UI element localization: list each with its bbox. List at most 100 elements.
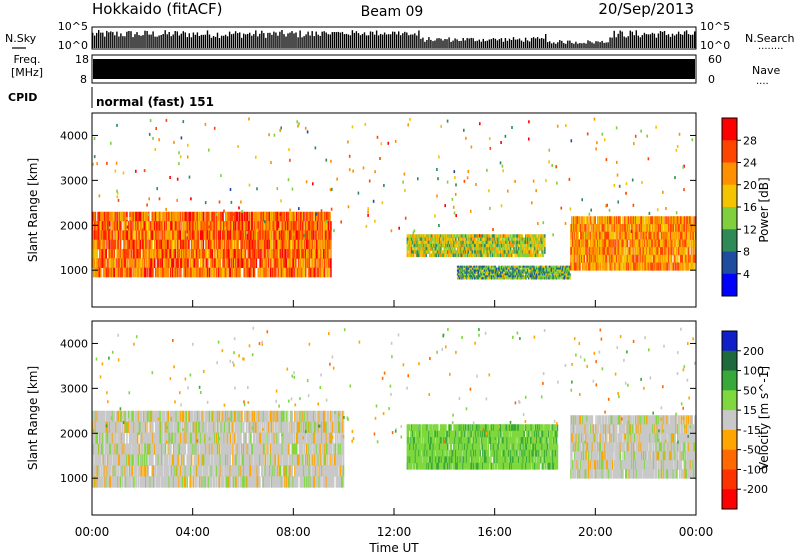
heatmap-cell bbox=[416, 234, 418, 238]
heatmap-cell bbox=[687, 239, 690, 248]
heatmap-cell bbox=[502, 247, 505, 251]
heatmap-cell bbox=[254, 249, 257, 259]
heatmap-cell bbox=[182, 258, 185, 268]
heatmap-cell bbox=[219, 267, 222, 278]
nsky-bar bbox=[323, 31, 325, 48]
heatmap-cell bbox=[465, 273, 468, 276]
nsearch-tick-top: 10^5 bbox=[700, 20, 730, 33]
heatmap-cell bbox=[485, 237, 488, 242]
heatmap-cell bbox=[430, 243, 433, 248]
heatmap-cell bbox=[147, 221, 150, 231]
heatmap-cell bbox=[296, 120, 298, 124]
heatmap-cell bbox=[462, 234, 464, 238]
heatmap-cell bbox=[201, 211, 204, 222]
heatmap-cell bbox=[223, 230, 225, 241]
heatmap-cell bbox=[692, 216, 694, 225]
heatmap-cell bbox=[234, 258, 236, 268]
heatmap-cell bbox=[269, 258, 271, 268]
heatmap-cell bbox=[248, 221, 250, 231]
heatmap-cell bbox=[259, 267, 261, 278]
nsky-bar bbox=[371, 31, 374, 48]
heatmap-cell bbox=[450, 247, 453, 251]
heatmap-cell bbox=[644, 216, 647, 225]
heatmap-cell bbox=[297, 124, 299, 128]
heatmap-cell bbox=[435, 247, 437, 251]
heatmap-cell bbox=[107, 432, 109, 444]
heatmap-cell bbox=[441, 234, 444, 238]
heatmap-cell bbox=[517, 237, 519, 242]
heatmap-cell bbox=[182, 221, 185, 231]
heatmap-cell bbox=[686, 254, 688, 263]
heatmap-cell bbox=[509, 243, 512, 248]
heatmap-cell bbox=[634, 216, 637, 225]
heatmap-cell bbox=[186, 211, 188, 222]
heatmap-cell bbox=[106, 267, 108, 278]
heatmap-cell bbox=[236, 249, 239, 259]
heatmap-cell bbox=[551, 267, 553, 270]
heatmap-cell bbox=[627, 247, 630, 256]
heatmap-cell bbox=[514, 253, 516, 258]
heatmap-cell bbox=[425, 243, 427, 248]
nsky-bar bbox=[98, 30, 100, 48]
heatmap-cell bbox=[289, 258, 292, 268]
heatmap-cell bbox=[572, 247, 575, 256]
heatmap-cell bbox=[662, 262, 665, 271]
heatmap-cell bbox=[509, 275, 511, 278]
heatmap-cell bbox=[635, 254, 638, 263]
heatmap-cell bbox=[567, 265, 569, 268]
heatmap-cell bbox=[465, 237, 467, 242]
heatmap-cell bbox=[110, 211, 112, 222]
heatmap-cell bbox=[443, 253, 445, 258]
heatmap-cell bbox=[259, 221, 261, 231]
heatmap-cell bbox=[656, 262, 658, 271]
heatmap-cell bbox=[95, 258, 98, 268]
nsky-bar bbox=[367, 35, 370, 48]
heatmap-cell bbox=[188, 221, 190, 231]
nsky-bar bbox=[506, 40, 509, 48]
heatmap-cell bbox=[635, 216, 638, 225]
nsky-bar bbox=[569, 40, 571, 48]
heatmap-cell bbox=[109, 410, 111, 423]
heatmap-cell bbox=[403, 172, 406, 176]
heatmap-cell bbox=[173, 249, 176, 259]
heatmap-cell bbox=[114, 169, 117, 173]
heatmap-cell bbox=[230, 239, 232, 250]
heatmap-cell bbox=[455, 237, 457, 242]
heatmap-cell bbox=[484, 237, 487, 242]
heatmap-cell bbox=[156, 258, 159, 268]
heatmap-cell bbox=[600, 231, 603, 240]
heatmap-cell bbox=[497, 250, 499, 254]
heatmap-cell bbox=[630, 231, 632, 240]
nsky-bar bbox=[442, 40, 444, 48]
heatmap-cell bbox=[479, 122, 481, 126]
heatmap-cell bbox=[107, 410, 109, 423]
heatmap-cell bbox=[330, 159, 332, 163]
heatmap-cell bbox=[490, 240, 492, 245]
heatmap-cell bbox=[467, 275, 470, 278]
heatmap-cell bbox=[526, 271, 528, 274]
heatmap-cell bbox=[499, 275, 501, 278]
heatmap-cell bbox=[557, 273, 560, 276]
heatmap-cell bbox=[237, 258, 240, 268]
heatmap-cell bbox=[93, 249, 96, 259]
heatmap-cell bbox=[450, 240, 453, 245]
heatmap-cell bbox=[475, 269, 478, 272]
heatmap-cell bbox=[534, 275, 536, 278]
heatmap-cell bbox=[317, 258, 320, 268]
heatmap-cell bbox=[145, 239, 147, 250]
heatmap-cell bbox=[320, 211, 322, 222]
heatmap-cell bbox=[631, 178, 634, 182]
heatmap-cell bbox=[286, 221, 288, 231]
heatmap-cell bbox=[560, 277, 562, 280]
heatmap-cell bbox=[288, 221, 291, 231]
heatmap-cell bbox=[243, 211, 245, 222]
heatmap-cell bbox=[383, 184, 385, 187]
heatmap-cell bbox=[142, 239, 144, 250]
heatmap-cell bbox=[521, 265, 524, 268]
heatmap-cell bbox=[517, 267, 519, 270]
heatmap-cell bbox=[135, 169, 137, 173]
heatmap-cell bbox=[234, 249, 237, 259]
heatmap-cell bbox=[143, 169, 146, 173]
heatmap-cell bbox=[459, 275, 462, 278]
heatmap-cell bbox=[266, 258, 268, 268]
